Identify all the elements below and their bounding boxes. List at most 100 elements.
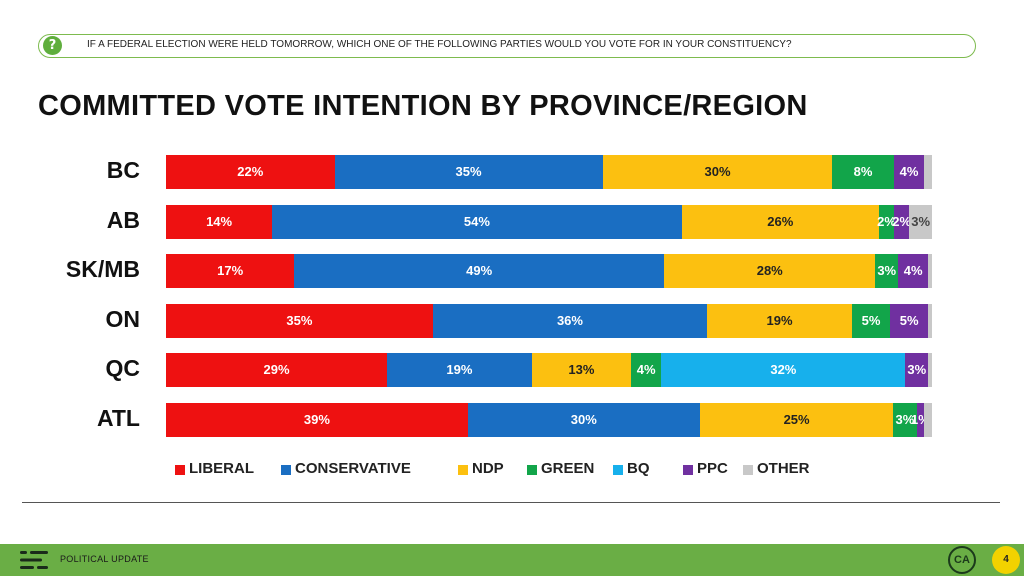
legend-swatch [743, 465, 753, 475]
bar-segment [928, 303, 932, 338]
divider [22, 502, 1000, 503]
bar-segment [909, 204, 932, 239]
bar-segment [898, 254, 929, 288]
data-label: 4% [903, 263, 923, 278]
data-label: 22% [237, 164, 264, 179]
data-label: 3% [911, 213, 931, 229]
chart-title: COMMITTED VOTE INTENTION BY PROVINCE/REG… [38, 90, 808, 122]
legend-label: PPC [697, 460, 728, 477]
legend-swatch [458, 465, 468, 475]
bar-row: 14% 54% 26% 2% 2% 3% [166, 204, 932, 239]
category-label: SK/MB [65, 256, 140, 282]
bar-segment [166, 204, 273, 239]
category-label: ATL [96, 404, 140, 431]
data-label: 4% [899, 164, 919, 179]
bar-segment [432, 303, 708, 338]
category-label: ON [105, 305, 141, 332]
bar-segment [531, 353, 631, 387]
data-label: 19% [766, 312, 793, 328]
bar-segment [166, 402, 468, 437]
bar-segment [878, 204, 895, 239]
legend-label: OTHER [757, 460, 810, 477]
legend-swatch [175, 465, 185, 475]
page-number: 4 [992, 546, 1020, 574]
data-label: 14% [206, 213, 233, 229]
data-label: 30% [570, 411, 597, 427]
bar-segment [928, 254, 932, 288]
category-label: BC [106, 157, 140, 183]
bar-segment [851, 303, 891, 338]
bar-segment [602, 155, 833, 189]
bar-segment [166, 155, 335, 189]
data-label: 32% [770, 362, 797, 377]
data-label: 17% [217, 263, 244, 278]
footer-title: POLITICAL UPDATE [60, 554, 149, 564]
data-label: 2% [892, 213, 912, 229]
bar-segment [166, 303, 433, 338]
legend-label: LIBERAL [189, 460, 254, 477]
legend-swatch [683, 465, 693, 475]
bar-segment [681, 204, 879, 239]
bar-segment [894, 204, 910, 239]
bar-segment [928, 353, 932, 387]
legend-label: BQ [627, 460, 650, 477]
question-text: IF A FEDERAL ELECTION WERE HELD TOMORROW… [87, 39, 792, 50]
data-label: 29% [263, 362, 290, 377]
data-label: 13% [568, 362, 595, 377]
legend-swatch [281, 465, 291, 475]
bar-segment [272, 204, 682, 239]
bar-segment [916, 402, 925, 437]
data-label: 49% [466, 263, 493, 278]
data-label: 3% [907, 362, 927, 377]
bar-row: 17% 49% 28% 3% 4% [166, 254, 932, 288]
bar-segment [630, 353, 662, 387]
legend-label: GREEN [541, 460, 595, 477]
bar-segment [294, 254, 665, 288]
data-label: 5% [899, 312, 919, 328]
data-label: 8% [853, 164, 873, 179]
bar-segment [893, 155, 925, 189]
data-label: 54% [463, 213, 490, 229]
data-label: 39% [303, 411, 330, 427]
data-label: 5% [861, 312, 881, 328]
question-icon: ? [43, 36, 62, 55]
bar-row: 29% 19% 13% 4% 32% 3% [166, 353, 932, 387]
bar-segment [387, 353, 532, 387]
legend-label: CONSERVATIVE [295, 460, 411, 477]
data-label: 30% [704, 164, 731, 179]
category-label: QC [105, 355, 141, 381]
data-label: 28% [756, 263, 783, 278]
bar-segment [905, 353, 929, 387]
bar-segment [875, 254, 899, 288]
data-label: 26% [767, 213, 794, 229]
bar-segment [661, 353, 906, 387]
bar-segment [334, 155, 603, 189]
bar-row: 35% 36% 19% 5% 5% [166, 303, 932, 338]
data-label: 25% [783, 411, 810, 427]
footer-bar: POLITICAL UPDATE CA 4 [0, 544, 1024, 576]
menu-lines-icon [20, 551, 48, 569]
bar-segment [890, 303, 929, 338]
question-bar: ? IF A FEDERAL ELECTION WERE HELD TOMORR… [38, 34, 976, 58]
bar-segment [924, 402, 932, 437]
bar-segment [924, 155, 932, 189]
bar-segment [467, 402, 700, 437]
bar-segment [166, 353, 388, 387]
legend-swatch [613, 465, 623, 475]
bar-segment [832, 155, 894, 189]
bar-segment [699, 402, 894, 437]
bar-segment [166, 254, 295, 288]
category-label: AB [106, 206, 140, 233]
company-logo: CA [948, 546, 976, 574]
bar-segment [707, 303, 852, 338]
data-label: 4% [636, 362, 656, 377]
bar-segment [664, 254, 876, 288]
data-label: 35% [286, 312, 313, 328]
data-label: 19% [446, 362, 473, 377]
bar-segment [893, 402, 917, 437]
bar-row: 39% 30% 25% 3% 1% [166, 402, 932, 437]
legend-label: NDP [472, 460, 504, 477]
data-label: 3% [877, 263, 897, 278]
data-label: 36% [556, 312, 583, 328]
data-label: 2% [877, 213, 896, 229]
